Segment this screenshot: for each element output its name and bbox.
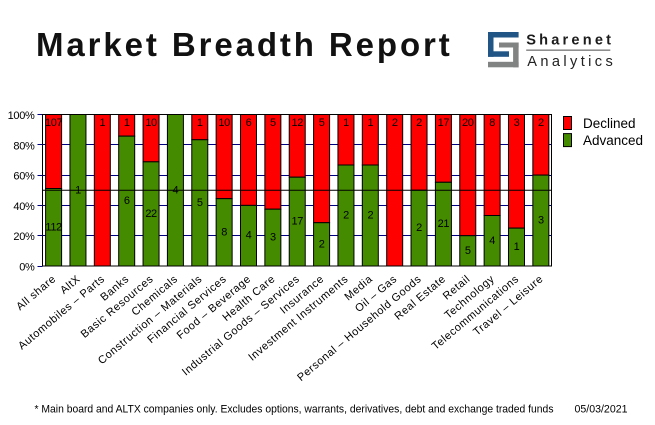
svg-text:1: 1 <box>343 117 349 129</box>
svg-text:8: 8 <box>489 117 495 129</box>
svg-text:40%: 40% <box>13 201 35 213</box>
svg-text:17: 17 <box>292 216 304 228</box>
svg-text:2: 2 <box>538 117 544 129</box>
svg-text:Declined: Declined <box>583 116 636 131</box>
svg-text:4: 4 <box>246 230 252 242</box>
svg-text:22: 22 <box>145 208 157 220</box>
svg-text:1: 1 <box>367 117 373 129</box>
svg-text:3: 3 <box>538 215 544 227</box>
svg-text:21: 21 <box>438 218 450 230</box>
svg-text:10: 10 <box>218 117 230 129</box>
svg-text:0%: 0% <box>19 262 35 274</box>
svg-text:05/03/2021: 05/03/2021 <box>575 404 628 416</box>
svg-text:17: 17 <box>438 117 450 129</box>
svg-text:3: 3 <box>514 117 520 129</box>
svg-text:Sharenet: Sharenet <box>526 33 614 49</box>
svg-text:5: 5 <box>270 117 276 129</box>
svg-text:Analytics: Analytics <box>527 54 616 70</box>
svg-text:5: 5 <box>319 117 325 129</box>
svg-text:60%: 60% <box>13 171 35 183</box>
svg-text:6: 6 <box>246 117 252 129</box>
svg-text:Advanced: Advanced <box>583 133 643 148</box>
svg-text:12: 12 <box>292 117 304 129</box>
svg-text:2: 2 <box>319 238 325 250</box>
svg-text:107: 107 <box>45 117 62 129</box>
svg-text:5: 5 <box>465 245 471 257</box>
svg-text:1: 1 <box>99 117 105 129</box>
svg-text:5: 5 <box>197 197 203 209</box>
svg-text:20%: 20% <box>13 231 35 243</box>
svg-text:1: 1 <box>514 241 520 253</box>
svg-text:2: 2 <box>416 117 422 129</box>
svg-text:100%: 100% <box>8 110 35 122</box>
svg-text:80%: 80% <box>13 140 35 152</box>
svg-text:* Main board and ALTX companie: * Main board and ALTX companies only. Ex… <box>35 404 554 416</box>
svg-text:10: 10 <box>145 117 157 129</box>
svg-text:1: 1 <box>124 117 130 129</box>
svg-text:Market Breadth Report: Market Breadth Report <box>36 26 453 63</box>
svg-text:8: 8 <box>221 226 227 238</box>
svg-text:1: 1 <box>75 184 81 196</box>
svg-text:3: 3 <box>270 232 276 244</box>
svg-text:2: 2 <box>416 222 422 234</box>
svg-text:112: 112 <box>45 221 62 233</box>
svg-text:1: 1 <box>197 117 203 129</box>
svg-text:2: 2 <box>392 117 398 129</box>
svg-text:2: 2 <box>343 210 349 222</box>
svg-text:20: 20 <box>462 117 474 129</box>
svg-text:4: 4 <box>489 235 495 247</box>
svg-text:6: 6 <box>124 195 130 207</box>
svg-text:4: 4 <box>173 184 179 196</box>
svg-text:2: 2 <box>367 210 373 222</box>
